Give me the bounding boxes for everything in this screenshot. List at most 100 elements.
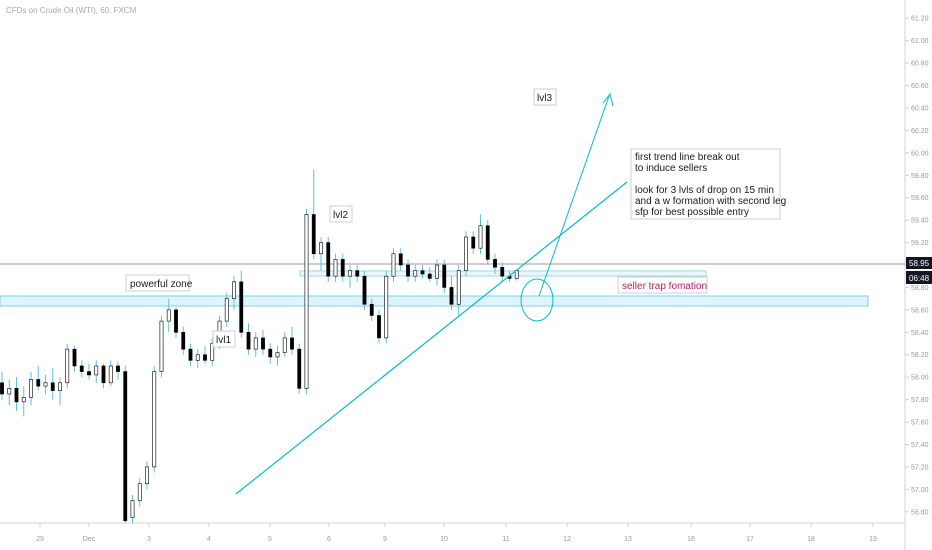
candle-body xyxy=(79,365,84,372)
last-price-badge: 58.95 06:48 xyxy=(906,257,932,284)
candle-body xyxy=(391,253,396,277)
time-axis[interactable]: 29 Dec 3 4 5 6 9 10 11 12 13 16 17 18 19 xyxy=(36,523,877,543)
candle-body xyxy=(246,332,251,350)
time-tick-label: 4 xyxy=(207,536,211,543)
countdown-text: 06:48 xyxy=(909,274,930,283)
time-tick-label: 3 xyxy=(147,536,151,543)
price-tick-label: 56.80 xyxy=(911,509,929,516)
price-tick-label: 60.20 xyxy=(911,128,929,135)
candle-body xyxy=(253,337,258,350)
candle-body xyxy=(514,270,519,279)
candle-body xyxy=(348,270,352,277)
candle-body xyxy=(340,259,345,277)
note-box[interactable]: first trend line break out to induce sel… xyxy=(630,148,786,220)
label-seller-trap[interactable]: seller trap fomation xyxy=(617,276,708,294)
candle-body xyxy=(7,388,12,395)
candle-body xyxy=(413,270,418,277)
candle-body xyxy=(406,264,410,277)
time-tick-label: 19 xyxy=(869,536,877,543)
price-tick-label: 58.40 xyxy=(911,330,929,337)
price-tick-label: 57.40 xyxy=(911,442,929,449)
candle-body xyxy=(384,275,389,339)
label-lvl3[interactable]: lvl3 xyxy=(533,88,557,106)
candle-body xyxy=(72,348,77,367)
candle-body xyxy=(500,266,505,277)
candle-body xyxy=(159,320,164,372)
note-line-6: sfp for best possible entry xyxy=(635,207,749,218)
candle-body xyxy=(43,382,48,387)
candle-body xyxy=(478,225,483,249)
price-tick-label: 60.80 xyxy=(911,61,929,68)
price-tick-label: 57.60 xyxy=(911,420,929,427)
price-tick-label: 58.80 xyxy=(911,285,929,292)
label-lvl2[interactable]: lvl2 xyxy=(329,205,353,223)
candle-body xyxy=(449,287,454,305)
candle-body xyxy=(471,236,476,249)
candle-body xyxy=(326,242,331,277)
time-tick-label: Dec xyxy=(83,536,96,543)
candle-body xyxy=(152,371,157,468)
candle-body xyxy=(493,259,497,268)
price-tick-label: 59.20 xyxy=(911,240,929,247)
label-lvl1[interactable]: lvl1 xyxy=(212,330,236,348)
candle-body xyxy=(398,253,403,266)
label-powerful-zone[interactable]: powerful zone xyxy=(125,274,193,292)
candle-body xyxy=(65,348,70,384)
candle-body xyxy=(333,259,338,277)
price-axis[interactable]: 61.20 61.00 60.80 60.60 60.40 60.20 60.00 59.80… xyxy=(905,16,929,517)
price-tick-label: 61.20 xyxy=(911,16,929,23)
price-tick-label: 60.60 xyxy=(911,83,929,90)
candle-body xyxy=(0,382,4,395)
time-tick-label: 5 xyxy=(268,536,272,543)
price-tick-label: 61.00 xyxy=(911,38,929,45)
label-lvl1-text: lvl1 xyxy=(216,335,231,346)
time-tick-label: 29 xyxy=(36,536,44,543)
price-tick-label: 59.40 xyxy=(911,218,929,225)
candle-body xyxy=(87,371,91,376)
price-tick-label: 60.40 xyxy=(911,105,929,112)
candle-body xyxy=(108,365,113,384)
candle-body xyxy=(210,343,215,361)
candle-body xyxy=(485,225,490,260)
candle-body xyxy=(58,382,62,391)
time-tick-label: 17 xyxy=(746,536,754,543)
seller-trap-circle[interactable] xyxy=(520,278,554,322)
price-tick-label: 57.20 xyxy=(911,464,929,471)
price-tick-label: 58.60 xyxy=(911,307,929,314)
time-tick-label: 12 xyxy=(563,536,571,543)
candle-body xyxy=(232,281,236,299)
candle-body xyxy=(116,365,120,372)
candle-body xyxy=(369,303,374,316)
candle-body xyxy=(166,309,171,322)
candle-body xyxy=(50,382,55,391)
candle-body xyxy=(304,214,309,389)
candles xyxy=(0,169,519,523)
label-powerful-zone-text: powerful zone xyxy=(130,279,193,290)
price-tick-label: 57.00 xyxy=(911,487,929,494)
candle-body xyxy=(261,337,265,350)
price-tick-label: 58.20 xyxy=(911,352,929,359)
price-tick-label: 59.80 xyxy=(911,173,929,180)
candle-body xyxy=(203,354,207,361)
candle-body xyxy=(427,273,432,279)
candle-body xyxy=(137,483,142,501)
zone-powerful[interactable] xyxy=(0,295,869,307)
candle-body xyxy=(195,354,200,361)
note-line-5: and a w formation with second leg xyxy=(635,196,786,207)
last-price-text: 58.95 xyxy=(909,259,930,268)
trendline[interactable] xyxy=(235,181,628,495)
time-tick-label: 18 xyxy=(807,536,815,543)
candle-body xyxy=(188,348,193,361)
candle-body xyxy=(123,371,128,522)
projection-arrow-line[interactable] xyxy=(538,95,610,297)
candle-body xyxy=(94,365,99,376)
price-tick-label: 59.60 xyxy=(911,195,929,202)
price-tick-label: 57.80 xyxy=(911,397,929,404)
plot-area[interactable] xyxy=(0,0,905,523)
candle-body xyxy=(435,264,439,279)
candle-body xyxy=(36,379,41,387)
candle-body xyxy=(275,352,280,358)
candle-body xyxy=(355,270,360,277)
